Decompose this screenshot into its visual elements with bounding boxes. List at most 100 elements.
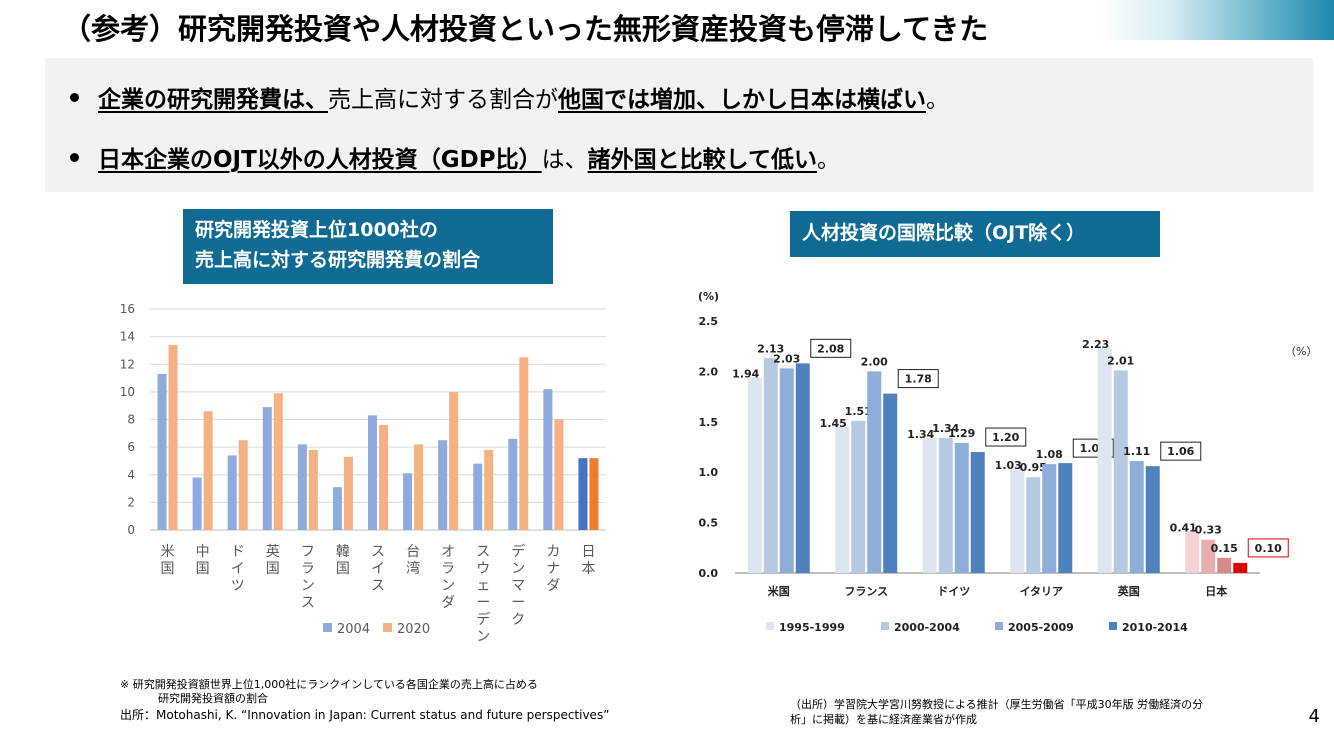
data-label-box xyxy=(1160,441,1202,461)
x-tick-label-char: フ xyxy=(301,544,315,560)
data-label: 2.03 xyxy=(773,352,800,365)
bar xyxy=(883,393,898,573)
page-number: 4 xyxy=(1308,706,1320,727)
left-source: 出所：Motohashi, K. “Innovation in Japan: C… xyxy=(120,708,610,722)
x-tick-label-char: 韓 xyxy=(336,544,350,560)
left-chart-title: 研究開発投資上位1000社の 売上高に対する研究開発費の割合 xyxy=(183,209,553,284)
bar xyxy=(795,363,810,573)
data-label: 1.06 xyxy=(1167,445,1194,458)
data-label: 1.34 xyxy=(907,428,934,441)
x-tick-label-char: ン xyxy=(441,578,455,594)
data-label-box xyxy=(1247,538,1289,558)
x-tick-label-char: 台 xyxy=(406,544,420,560)
legend-swatch xyxy=(995,622,1003,630)
x-tick-label-char: ス xyxy=(301,595,315,611)
data-label: 1.20 xyxy=(992,431,1019,444)
bar xyxy=(297,444,307,530)
legend-swatch xyxy=(881,622,889,630)
x-tick-label: イタリア xyxy=(1019,585,1063,598)
x-tick-label-char: ド xyxy=(231,544,245,560)
x-tick-label-char: 国 xyxy=(196,561,210,577)
y-tick-label: 12 xyxy=(120,357,135,371)
bar xyxy=(473,463,483,530)
bar xyxy=(554,419,564,530)
x-tick-label-char: 国 xyxy=(266,561,280,577)
bar xyxy=(835,426,850,573)
x-tick-label-char: ス xyxy=(476,544,490,560)
x-tick-label-char: ン xyxy=(301,578,315,594)
bar xyxy=(867,371,882,573)
x-tick-label: 英国 xyxy=(1117,584,1140,598)
x-tick-label-char: 米 xyxy=(161,544,175,560)
x-tick-label-char: デ xyxy=(476,611,490,628)
bar xyxy=(922,437,937,573)
bar xyxy=(273,393,283,530)
bar xyxy=(938,437,953,573)
x-tick-label-char: ダ xyxy=(546,578,560,594)
y-tick-label: 4 xyxy=(127,468,135,482)
y-tick-label: 2.0 xyxy=(699,365,719,378)
x-tick-label-char: 中 xyxy=(196,544,210,560)
bullet-2-strong: 諸外国と比較して低い xyxy=(587,147,817,173)
bullet-1-end: 。 xyxy=(926,87,949,113)
bar xyxy=(262,407,272,530)
y-tick-label: 2.5 xyxy=(699,315,719,328)
x-tick-label-char: ダ xyxy=(441,595,455,611)
data-label: 0.15 xyxy=(1211,542,1238,555)
bar xyxy=(368,415,377,530)
y-tick-label: 1.5 xyxy=(699,416,719,429)
bar xyxy=(1026,477,1041,573)
y-tick-label: 2 xyxy=(127,495,135,509)
bar xyxy=(1217,557,1232,573)
left-note-1: ※ 研究開発投資額世界上位1,000社にランクインしている各国企業の売上高に占め… xyxy=(120,678,538,691)
data-label-box xyxy=(810,338,852,358)
x-tick-label-char: マ xyxy=(511,578,525,594)
summary-bullet-1: 企業の研究開発費は、売上高に対する割合が他国では増加、しかし日本は横ばい。 xyxy=(70,80,949,114)
bullet-1-lead: 企業の研究開発費は、 xyxy=(98,87,328,113)
x-tick-label-char: 日 xyxy=(581,544,595,560)
bar xyxy=(851,420,866,573)
x-tick-label-char: ス xyxy=(371,544,385,560)
data-label: 1.94 xyxy=(732,367,759,380)
y-tick-label: 1.0 xyxy=(699,466,719,479)
y-tick-label: 8 xyxy=(127,413,135,427)
left-note-2: 研究開発投資額の割合 xyxy=(158,692,268,705)
x-tick-label-char: オ xyxy=(441,544,455,560)
bullet-2-lead: 日本企業のOJT以外の人材投資（GDP比） xyxy=(98,147,542,173)
bar xyxy=(484,449,494,530)
bar xyxy=(238,440,248,530)
x-tick-label-char: ラ xyxy=(301,561,315,577)
bar xyxy=(954,442,969,573)
bullet-2-end: 。 xyxy=(816,147,840,173)
bar xyxy=(192,477,202,530)
right-source-2: 析」に掲載）を基に経済産業省が作成 xyxy=(790,713,977,726)
data-label: 0.33 xyxy=(1195,524,1222,537)
x-tick-label-char: 国 xyxy=(161,561,175,577)
right-source-1: （出所）学習院大学宮川努教授による推計（厚生労働省「平成30年版 労働経済の分 xyxy=(790,698,1204,711)
data-label: 2.01 xyxy=(1107,354,1134,367)
x-tick-label: 日本 xyxy=(1205,584,1227,598)
bar xyxy=(747,377,762,573)
title-accent-bar xyxy=(1100,0,1334,40)
data-label: 0.41 xyxy=(1170,522,1197,535)
bar xyxy=(578,458,588,530)
data-label: 1.08 xyxy=(1036,448,1063,461)
bullet-2-mid: は、 xyxy=(541,147,588,173)
y-tick-label: 0.0 xyxy=(699,567,719,580)
left-chart-title-line2: 売上高に対する研究開発費の割合 xyxy=(195,249,481,271)
data-label: 2.13 xyxy=(757,342,784,355)
x-tick-label-char: ン xyxy=(476,629,490,645)
legend-label: 2010-2014 xyxy=(1122,621,1188,634)
bar xyxy=(763,358,778,573)
bullet-1-strong: 他国では増加、しかし日本は横ばい xyxy=(558,87,926,113)
y-tick-label: 10 xyxy=(120,385,135,399)
bar xyxy=(1185,531,1200,573)
data-label-box xyxy=(897,369,939,389)
bullet-icon xyxy=(70,153,79,162)
bar xyxy=(508,438,518,530)
x-tick-label-char: イ xyxy=(231,561,245,577)
bar xyxy=(589,458,599,530)
data-label: 0.95 xyxy=(1020,461,1047,474)
x-tick-label-char: 湾 xyxy=(406,560,420,577)
